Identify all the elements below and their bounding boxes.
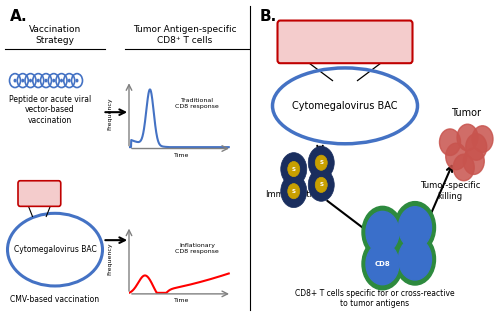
Circle shape [37, 79, 40, 82]
FancyBboxPatch shape [18, 181, 61, 206]
Circle shape [21, 79, 24, 82]
FancyBboxPatch shape [278, 21, 412, 63]
Text: CMV-based vaccination: CMV-based vaccination [10, 295, 100, 304]
Circle shape [362, 206, 403, 258]
Text: Antigen: Antigen [20, 189, 59, 198]
Circle shape [440, 129, 460, 155]
Text: Cytomegalovirus BAC: Cytomegalovirus BAC [14, 245, 96, 254]
Text: Modified antigens
/Neoantigens: Modified antigens /Neoantigens [299, 32, 391, 52]
Circle shape [14, 79, 16, 82]
Text: S: S [320, 182, 323, 187]
Circle shape [466, 134, 487, 160]
Circle shape [288, 184, 300, 199]
Circle shape [281, 175, 307, 208]
Circle shape [398, 238, 432, 280]
Circle shape [76, 79, 78, 82]
Text: Inflationary
CD8 response: Inflationary CD8 response [176, 243, 219, 254]
Text: CD8+ T cells specific for or cross-reactive
to tumor antigens: CD8+ T cells specific for or cross-react… [295, 289, 455, 308]
Circle shape [60, 79, 63, 82]
Circle shape [44, 79, 48, 82]
Text: S: S [292, 189, 296, 194]
Circle shape [52, 79, 55, 82]
Text: Time: Time [174, 298, 189, 303]
Text: Peptide or acute viral
vector-based
vaccination: Peptide or acute viral vector-based vacc… [9, 95, 91, 125]
Circle shape [316, 177, 327, 192]
Text: Tumor: Tumor [451, 108, 481, 118]
Text: Cytomegalovirus BAC: Cytomegalovirus BAC [292, 101, 398, 111]
Circle shape [463, 148, 484, 174]
Text: S: S [320, 160, 323, 165]
Text: B.: B. [260, 9, 277, 24]
Text: Traditional
CD8 response: Traditional CD8 response [176, 98, 219, 109]
Text: Frequency: Frequency [108, 243, 112, 276]
Circle shape [308, 168, 334, 201]
Circle shape [362, 238, 403, 290]
Circle shape [308, 146, 334, 179]
Circle shape [366, 211, 399, 253]
Text: Tumor Antigen-specific
CD8⁺ T cells: Tumor Antigen-specific CD8⁺ T cells [133, 25, 237, 45]
Text: Tumor-specific
killing: Tumor-specific killing [420, 181, 480, 201]
Text: A.: A. [10, 9, 28, 24]
Circle shape [398, 207, 432, 248]
Text: Immunization: Immunization [265, 190, 322, 198]
Text: Time: Time [174, 153, 189, 158]
Circle shape [366, 243, 399, 285]
Circle shape [288, 161, 300, 177]
Circle shape [394, 202, 436, 253]
Text: CD8: CD8 [374, 261, 390, 267]
Circle shape [453, 154, 474, 181]
Circle shape [68, 79, 71, 82]
Circle shape [316, 155, 327, 170]
Text: Frequency: Frequency [108, 97, 112, 130]
Text: S: S [292, 167, 296, 172]
Circle shape [457, 124, 478, 151]
Circle shape [281, 153, 307, 185]
Circle shape [472, 126, 493, 152]
Circle shape [29, 79, 32, 82]
Text: Vaccination
Strategy: Vaccination Strategy [29, 25, 81, 45]
Circle shape [446, 143, 467, 170]
Circle shape [394, 233, 436, 285]
